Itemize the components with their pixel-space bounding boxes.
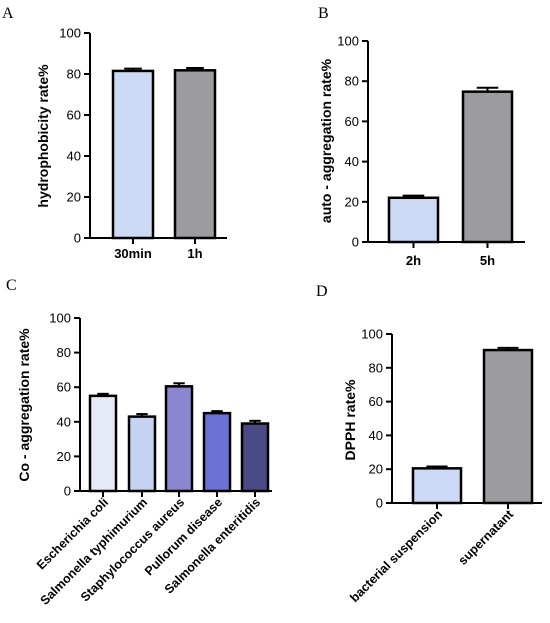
panel-b-y-tick-label: 60 bbox=[345, 114, 359, 129]
panel-a-category-label: 30min bbox=[114, 246, 152, 261]
panel-a-y-tick-label: 100 bbox=[59, 26, 81, 41]
panel-b-bar bbox=[461, 90, 514, 244]
panel-b-y-tick-label: 20 bbox=[345, 194, 359, 209]
panel-b: B 0 20 40 60 80 100 2h 5h auto - aggregation ra… bbox=[318, 5, 525, 268]
panel-c-letter: C bbox=[6, 277, 17, 294]
panel-a-y-tick-label: 80 bbox=[67, 67, 81, 82]
panel-b-y-tick-label: 80 bbox=[345, 74, 359, 89]
panel-d-y-tick-label: 20 bbox=[369, 462, 383, 477]
panel-b-letter: B bbox=[318, 5, 329, 22]
panel-b-y-axis-label: auto - aggregation rate% bbox=[318, 58, 334, 223]
panel-a-bar bbox=[111, 69, 155, 240]
panel-d-y-tick-label: 0 bbox=[376, 496, 383, 511]
panel-a-y-tick-label: 60 bbox=[67, 108, 81, 123]
panel-c-bar bbox=[164, 385, 194, 493]
panel-c-bar bbox=[202, 411, 232, 493]
panel-c-category-label: Escherichia coli bbox=[34, 495, 111, 572]
panel-a-y-tick-label: 40 bbox=[67, 149, 81, 164]
panel-c-y-tick-label: 0 bbox=[64, 484, 71, 499]
panel-a-y-axis-label: hydrophobicity rate% bbox=[35, 64, 51, 208]
panel-c-bar bbox=[127, 415, 157, 493]
panel-a-plot: 0 20 40 60 80 100 30min 1h bbox=[59, 26, 227, 261]
panel-d-bar bbox=[411, 467, 463, 505]
panel-d-y-tick-label: 80 bbox=[369, 360, 383, 375]
panel-a-category-label: 1h bbox=[187, 246, 202, 261]
panel-b-category-label: 2h bbox=[406, 253, 421, 268]
panel-d-bar bbox=[482, 348, 534, 505]
panel-d: D 0 20 40 60 80 100 bacterial suspension supern… bbox=[316, 283, 542, 605]
panel-b-y-tick-label: 100 bbox=[337, 34, 359, 49]
panel-c-y-tick-label: 40 bbox=[57, 414, 71, 429]
panel-d-category-label: supernatant bbox=[456, 507, 517, 568]
panel-b-category-label: 5h bbox=[480, 253, 495, 268]
panel-d-plot: 0 20 40 60 80 100 bacterial suspension supernat… bbox=[347, 327, 542, 605]
panel-d-letter: D bbox=[316, 283, 328, 300]
panel-d-category-label: bacterial suspension bbox=[347, 507, 445, 605]
panel-c-y-axis-label: Co - aggregation rate% bbox=[16, 328, 32, 482]
panel-c-y-tick-label: 100 bbox=[49, 311, 71, 326]
panel-d-y-tick-label: 40 bbox=[369, 428, 383, 443]
panel-b-bar bbox=[387, 196, 440, 244]
panel-d-y-tick-label: 60 bbox=[369, 394, 383, 409]
panel-a: A 0 20 40 60 80 100 30min 1h hydrophobicity rat… bbox=[2, 5, 227, 261]
panel-d-y-axis-label: DPPH rate% bbox=[342, 379, 358, 460]
panel-b-y-tick-label: 0 bbox=[352, 235, 359, 250]
panel-c-y-tick-label: 20 bbox=[57, 449, 71, 464]
panel-c-y-tick-label: 80 bbox=[57, 345, 71, 360]
panel-a-bar bbox=[173, 69, 217, 240]
panel-a-letter: A bbox=[2, 5, 14, 22]
panel-b-y-tick-label: 40 bbox=[345, 154, 359, 169]
panel-a-y-tick-label: 20 bbox=[67, 190, 81, 205]
panel-c-y-tick-label: 60 bbox=[57, 380, 71, 395]
panel-d-y-tick-label: 100 bbox=[361, 327, 383, 342]
panel-a-y-tick-label: 0 bbox=[74, 231, 81, 246]
panel-c-bar bbox=[88, 394, 118, 493]
panel-b-plot: 0 20 40 60 80 100 2h 5h bbox=[337, 34, 525, 268]
panel-c-bar bbox=[240, 422, 270, 493]
